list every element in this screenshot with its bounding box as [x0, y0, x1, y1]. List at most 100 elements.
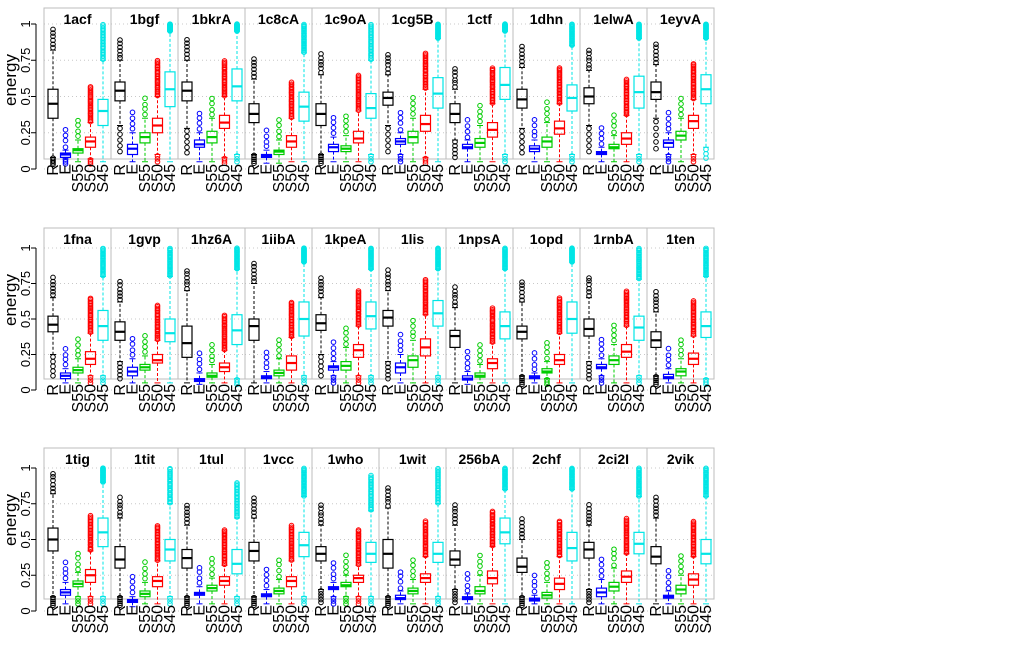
x-tick-label: S50 — [686, 605, 703, 634]
outlier-point — [62, 346, 69, 352]
outlier-point — [251, 66, 257, 73]
x-tick-label: S50 — [552, 164, 569, 193]
outlier-point — [690, 518, 697, 525]
outlier-point — [117, 148, 123, 155]
x-tick-label: S50 — [83, 164, 100, 193]
box-R — [516, 279, 528, 388]
panel-title: 2ci2I — [598, 451, 629, 467]
outlier-point — [385, 364, 391, 371]
outlier-point — [117, 494, 123, 501]
box-R — [315, 275, 327, 379]
outlier-point — [100, 465, 106, 471]
outlier-point — [330, 130, 337, 136]
outlier-point — [100, 598, 106, 604]
outlier-point — [209, 353, 215, 360]
y-tick-label: 0.5 — [18, 310, 33, 328]
x-tick-label: E — [594, 384, 611, 395]
box-E — [662, 345, 675, 384]
x-tick-label: S55 — [70, 605, 87, 634]
outlier-point — [477, 118, 483, 125]
outlier-point — [117, 125, 123, 132]
box-S50 — [687, 61, 700, 165]
outlier-point — [452, 150, 458, 157]
outlier-point — [586, 289, 592, 295]
outlier-point — [586, 47, 592, 54]
box-R — [47, 274, 59, 379]
outlier-point — [477, 352, 483, 359]
outlier-point — [690, 156, 697, 162]
outlier-point — [234, 381, 240, 388]
outlier-point — [355, 601, 362, 607]
outlier-point — [355, 377, 362, 383]
outlier-point — [678, 347, 684, 354]
x-tick-label: E — [58, 384, 75, 395]
x-tick-label: S50 — [351, 384, 368, 413]
outlier-point — [196, 110, 203, 117]
outlier-point — [397, 115, 404, 121]
outlier-point — [263, 572, 270, 578]
outlier-point — [598, 380, 605, 386]
outlier-point — [653, 494, 659, 501]
outlier-point — [184, 275, 190, 281]
x-tick-label: S55 — [271, 384, 288, 413]
outlier-point — [368, 380, 374, 386]
box-S45 — [432, 245, 444, 386]
x-tick-label: S45 — [296, 164, 313, 193]
outlier-point — [636, 156, 642, 162]
x-tick-label: S45 — [631, 164, 648, 193]
box-iqr — [432, 541, 444, 563]
box-S45 — [365, 245, 377, 386]
outlier-point — [62, 559, 69, 566]
box-S50 — [352, 288, 365, 386]
box-E — [528, 572, 541, 605]
outlier-point — [129, 584, 136, 591]
outlier-point — [410, 557, 416, 563]
outlier-point — [519, 523, 525, 530]
outlier-point — [62, 126, 69, 133]
x-tick-label: S45 — [363, 164, 380, 193]
box-S55 — [273, 557, 285, 605]
outlier-point — [665, 352, 672, 359]
outlier-point — [435, 601, 441, 607]
outlier-point — [50, 33, 56, 40]
outlier-point — [556, 518, 563, 525]
x-tick-label: R — [313, 605, 330, 617]
outlier-point — [50, 363, 56, 370]
outlier-point — [653, 299, 659, 306]
panel-title: 2vik — [667, 451, 694, 467]
outlier-point — [678, 337, 684, 343]
x-tick-label: E — [661, 605, 678, 616]
outlier-point — [665, 345, 672, 352]
outlier-point — [355, 374, 362, 381]
y-tick-label: 0 — [18, 607, 33, 614]
outlier-point — [665, 156, 672, 162]
outlier-point — [531, 350, 538, 356]
outlier-point — [251, 502, 257, 508]
outlier-point — [611, 562, 617, 569]
outlier-point — [519, 144, 525, 151]
outlier-point — [167, 245, 173, 252]
outlier-point — [678, 558, 684, 564]
outlier-point — [397, 331, 404, 338]
outlier-point — [117, 360, 123, 367]
outlier-point — [343, 598, 349, 604]
outlier-point — [318, 285, 324, 291]
outlier-point — [50, 602, 56, 609]
outlier-point — [100, 380, 106, 386]
outlier-point — [435, 374, 441, 381]
x-tick-label: S55 — [606, 605, 623, 634]
box-S45 — [499, 21, 511, 165]
outlier-point — [117, 364, 123, 371]
x-tick-label: S45 — [564, 164, 581, 193]
x-tick-label: S50 — [552, 605, 569, 634]
box-E — [528, 117, 541, 163]
outlier-point — [62, 137, 69, 144]
x-tick-label: R — [179, 384, 196, 396]
box-S50 — [352, 72, 365, 163]
x-tick-label: S50 — [686, 164, 703, 193]
